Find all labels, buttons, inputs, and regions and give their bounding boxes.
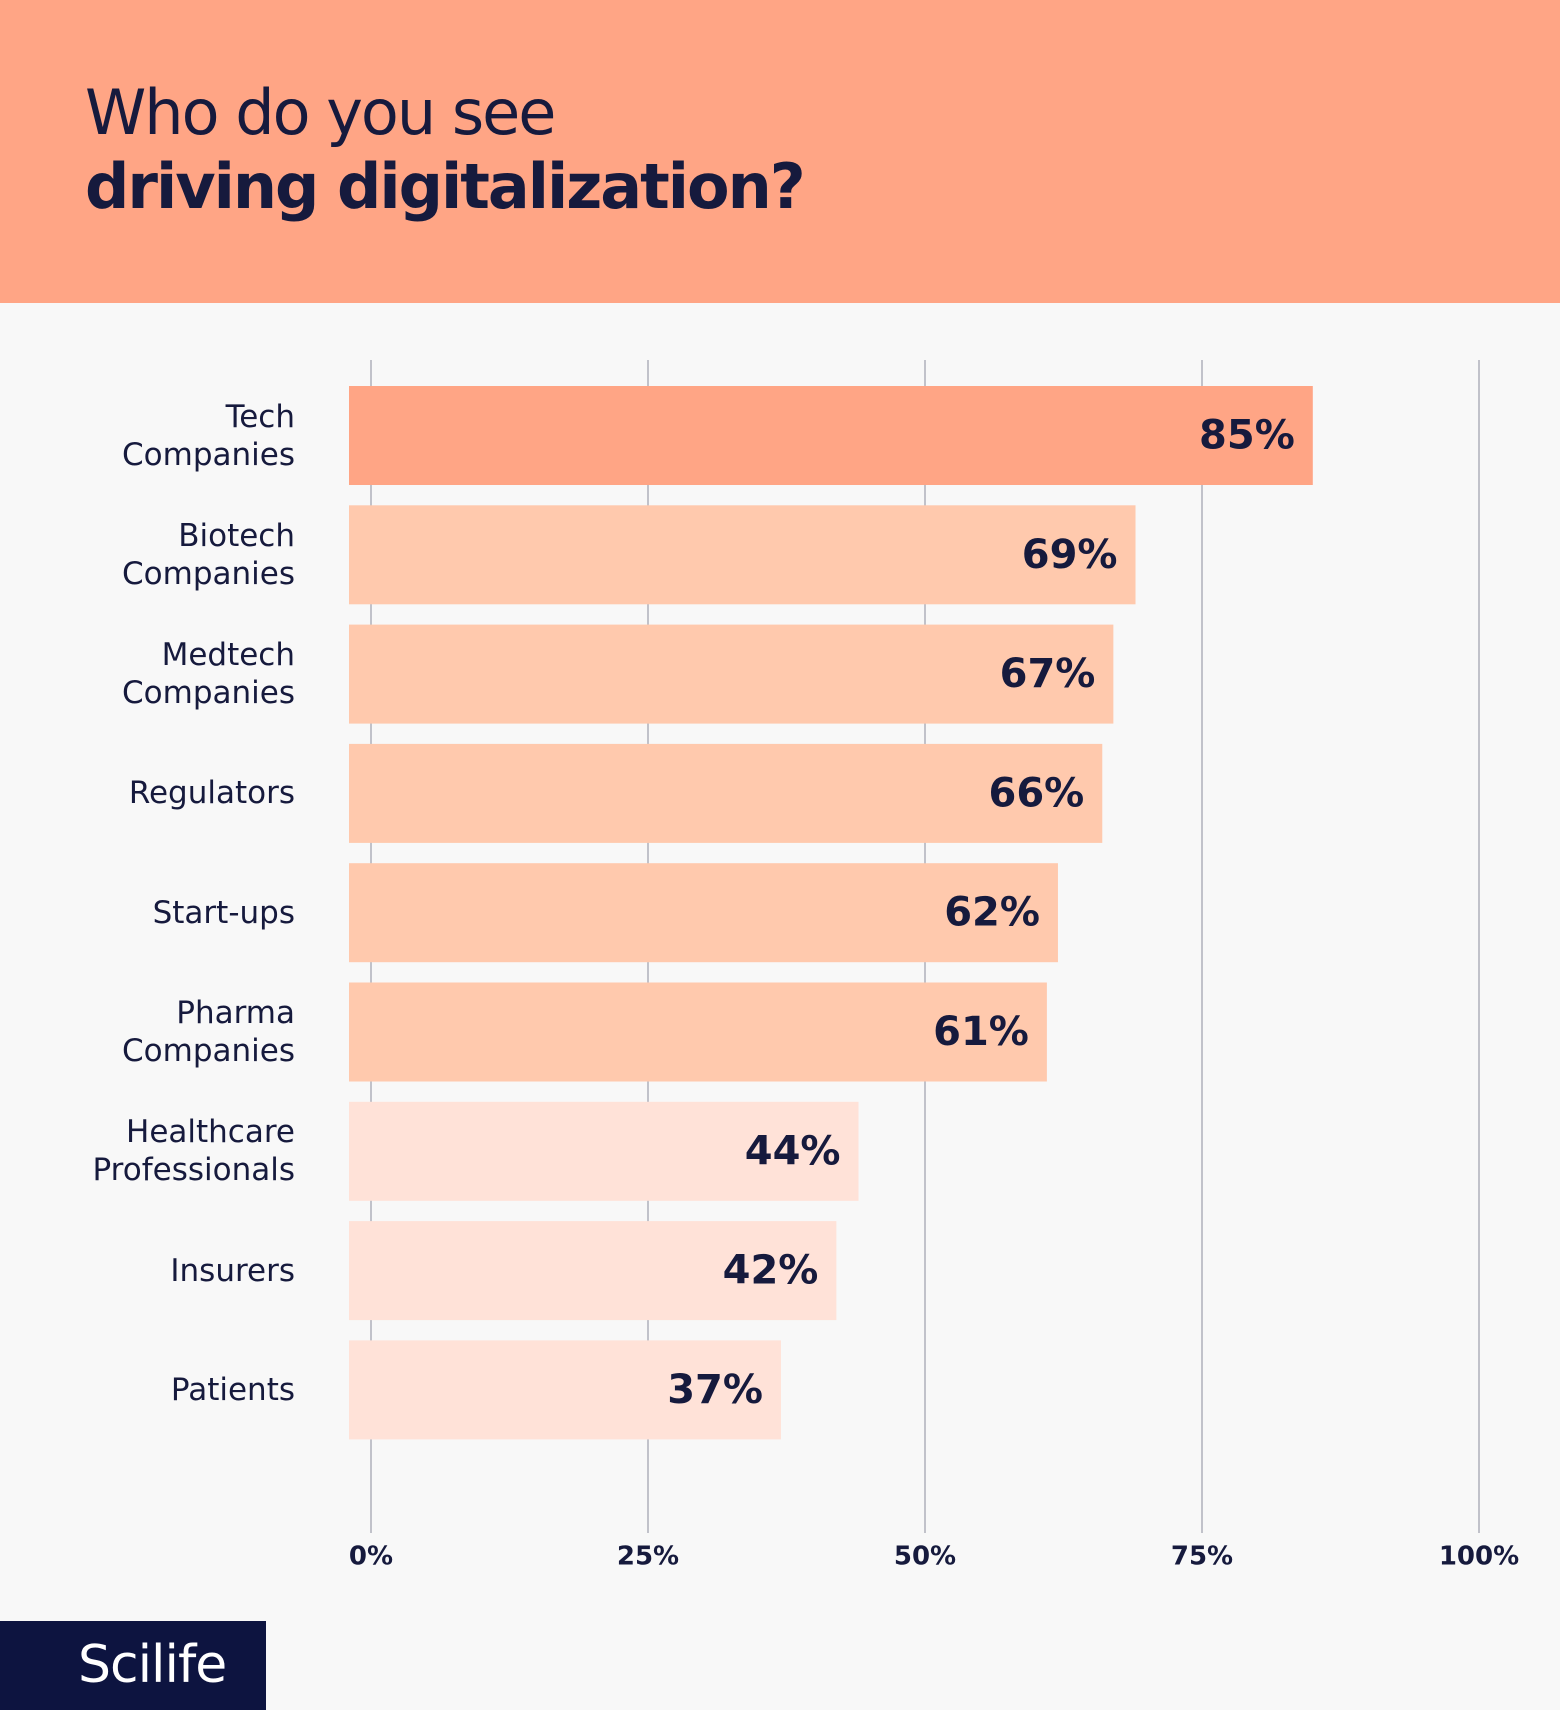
value-label: 44% bbox=[745, 1128, 841, 1174]
category-label: Patients bbox=[170, 1371, 295, 1408]
header: Who do you see driving digitalization? bbox=[0, 0, 1560, 303]
category-label: Medtech Companies bbox=[122, 637, 295, 712]
x-tick-label: 100% bbox=[1439, 1542, 1519, 1572]
category-label: Start-ups bbox=[152, 894, 295, 931]
bar bbox=[349, 863, 1058, 963]
x-tick-label: 25% bbox=[617, 1542, 679, 1572]
category-label: Pharma Companies bbox=[122, 995, 295, 1069]
x-tick-label: 75% bbox=[1171, 1542, 1233, 1572]
bar bbox=[349, 1340, 781, 1440]
bar bbox=[349, 982, 1047, 1082]
category-label: Insurers bbox=[170, 1252, 295, 1289]
value-label: 85% bbox=[1199, 413, 1295, 459]
value-label: 61% bbox=[933, 1009, 1029, 1055]
value-label: 66% bbox=[989, 770, 1085, 816]
logo-text: Scilife bbox=[78, 1635, 227, 1695]
value-label: 42% bbox=[723, 1248, 819, 1294]
category-label: Biotech Companies bbox=[122, 517, 295, 592]
bar bbox=[349, 624, 1114, 724]
logo: Scilife bbox=[0, 1621, 266, 1710]
bar bbox=[349, 743, 1103, 843]
value-label: 62% bbox=[944, 890, 1040, 936]
x-tick-label: 50% bbox=[894, 1542, 956, 1572]
title-line: driving digitalization? bbox=[85, 150, 806, 223]
bar bbox=[349, 1101, 859, 1201]
category-label: Tech Companies bbox=[122, 398, 295, 473]
value-label: 69% bbox=[1022, 532, 1118, 578]
title-line: Who do you see bbox=[85, 76, 556, 149]
category-label: Healthcare Professionals bbox=[92, 1114, 295, 1189]
value-label: 67% bbox=[1000, 651, 1096, 697]
bar bbox=[349, 1221, 837, 1321]
category-label: Regulators bbox=[128, 775, 295, 812]
bar bbox=[349, 505, 1136, 605]
x-tick-label: 0% bbox=[349, 1542, 393, 1572]
bar bbox=[349, 386, 1313, 485]
value-label: 37% bbox=[667, 1367, 763, 1413]
